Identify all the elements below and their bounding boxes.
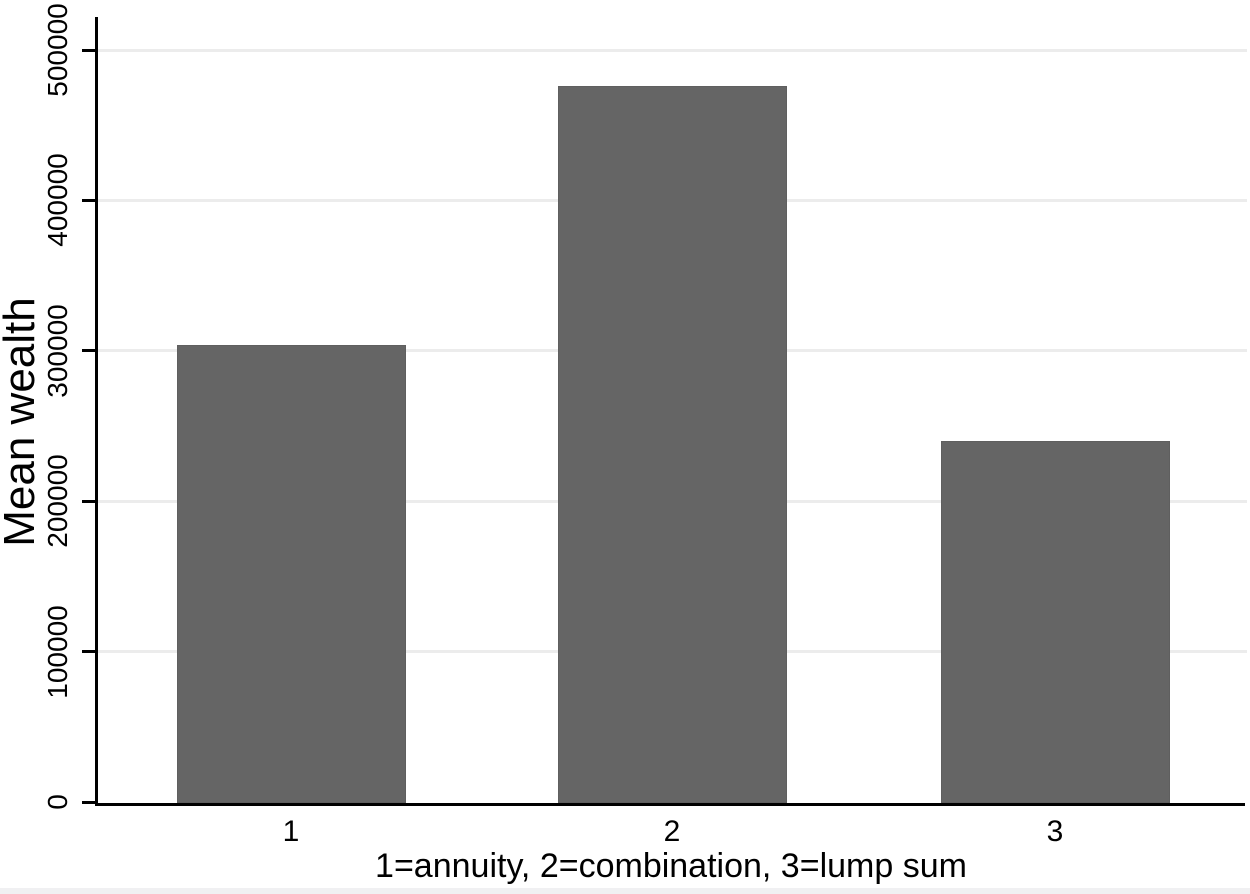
y-axis-title: Mean wealth <box>0 297 44 547</box>
y-tick-mark <box>82 198 95 202</box>
window-bottom-strip <box>0 888 1250 894</box>
y-axis-line <box>95 17 98 806</box>
y-tick-mark <box>82 650 95 654</box>
y-tick-label: 100000 <box>42 604 73 699</box>
x-axis-line <box>95 803 1245 806</box>
y-tick-label: 500000 <box>42 3 73 97</box>
y-tick-mark <box>82 48 95 52</box>
x-axis-title: 1=annuity, 2=combination, 3=lump sum <box>375 847 967 885</box>
y-tick-label: 0 <box>42 794 73 810</box>
x-tick-label: 2 <box>663 815 681 848</box>
y-tick-mark <box>82 349 95 353</box>
x-tick-label: 3 <box>1046 815 1064 848</box>
x-tick-label: 1 <box>282 815 300 848</box>
gridline <box>98 48 1247 52</box>
y-tick-label: 200000 <box>42 454 73 548</box>
y-tick-label: 400000 <box>42 153 73 248</box>
bar-category-3 <box>940 441 1170 803</box>
bar-category-1 <box>176 344 406 803</box>
y-tick-mark <box>82 800 95 804</box>
bar-category-2 <box>557 86 787 803</box>
y-tick-mark <box>82 499 95 503</box>
y-tick-label: 300000 <box>42 304 73 398</box>
